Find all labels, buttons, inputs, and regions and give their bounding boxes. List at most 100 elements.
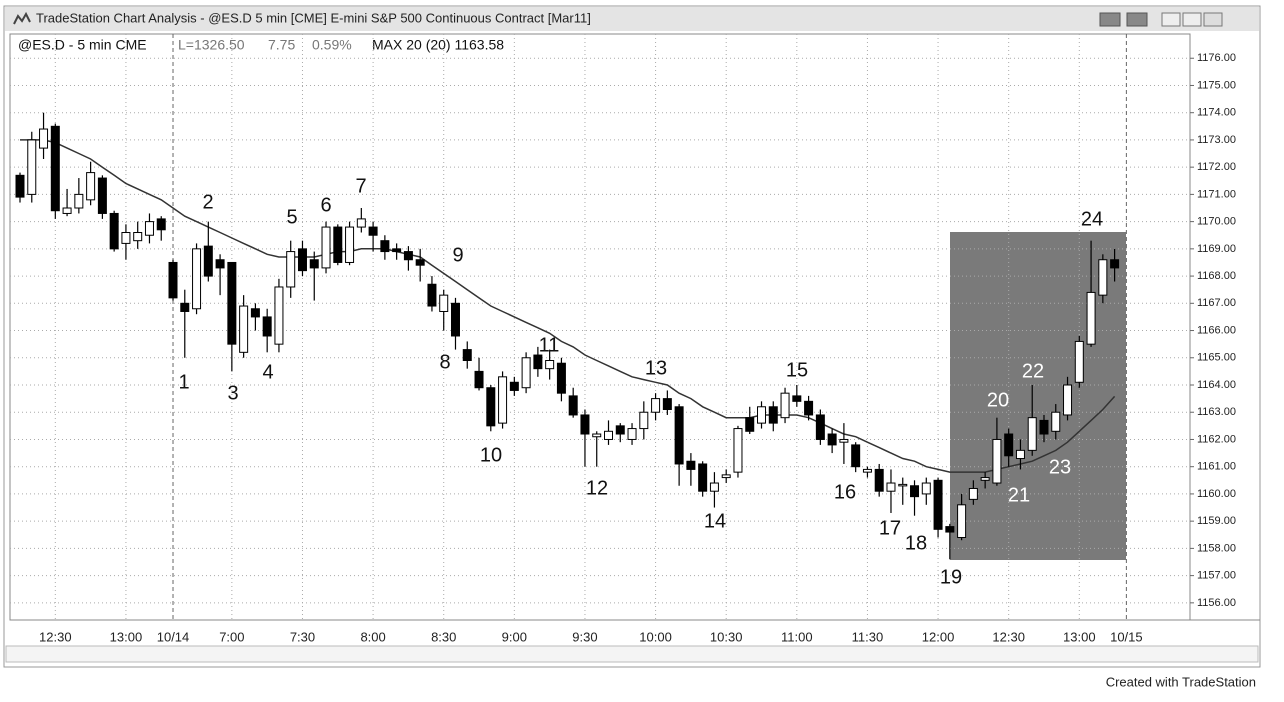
- candle-body: [403, 251, 413, 261]
- moving-average: [20, 139, 1116, 473]
- candle-body: [1110, 259, 1120, 269]
- highlight-region: [950, 232, 1126, 560]
- candle-body: [286, 251, 296, 288]
- candle-body: [592, 433, 602, 438]
- maximize-button[interactable]: [1182, 12, 1202, 27]
- bar-label: 12: [586, 477, 608, 499]
- candle-body: [757, 406, 767, 424]
- candle-body: [133, 232, 143, 242]
- candle-body: [1063, 384, 1073, 416]
- candle-body: [380, 240, 390, 253]
- y-tick-label: 1157.00: [1197, 570, 1236, 582]
- x-tick-label: 10:30: [710, 629, 743, 644]
- candle-body: [780, 392, 790, 419]
- y-tick-label: 1172.00: [1197, 161, 1236, 173]
- bar-label: 6: [320, 194, 331, 216]
- candle-body: [27, 139, 37, 195]
- candle-body: [933, 479, 943, 530]
- candle-body: [39, 128, 49, 149]
- candle-body: [309, 259, 319, 269]
- candle-body: [144, 221, 154, 236]
- bar-label: 1: [178, 371, 189, 393]
- button[interactable]: [1099, 12, 1121, 27]
- y-tick-label: 1167.00: [1197, 297, 1236, 309]
- candle-body: [262, 316, 272, 337]
- x-tick-label: 12:00: [922, 629, 955, 644]
- candle-body: [733, 428, 743, 473]
- candle-body: [227, 261, 237, 345]
- candle-body: [15, 174, 25, 198]
- candle-body: [215, 259, 225, 269]
- y-tick-label: 1174.00: [1197, 107, 1236, 119]
- candle-body: [992, 438, 1002, 484]
- candle-body: [192, 248, 202, 310]
- close-button[interactable]: [1203, 12, 1223, 27]
- candle-body: [62, 207, 72, 214]
- bar-label: 21: [1008, 484, 1030, 506]
- candle-body: [874, 468, 884, 492]
- app-icon: [13, 11, 31, 25]
- candle-body: [109, 212, 119, 250]
- candle-body: [804, 400, 814, 416]
- candle-body: [698, 463, 708, 492]
- y-tick-label: 1163.00: [1197, 406, 1236, 418]
- candle-body: [1015, 449, 1025, 460]
- candle-body: [745, 417, 755, 432]
- bar-label: 17: [879, 517, 901, 539]
- candle-body: [321, 226, 331, 269]
- minimize-button[interactable]: [1161, 12, 1181, 27]
- candle-body: [686, 460, 696, 470]
- x-tick-label: 12:30: [992, 629, 1025, 644]
- bar-label: 19: [940, 566, 962, 588]
- candle-body: [521, 357, 531, 389]
- candle-body: [674, 406, 684, 465]
- candle-body: [792, 395, 802, 402]
- candle-body: [509, 381, 519, 391]
- candle-body: [297, 248, 307, 272]
- candle-body: [1086, 291, 1096, 345]
- symbol: @ES.D - 5 min CME: [18, 37, 147, 53]
- candle-body: [345, 226, 355, 263]
- bar-label: 9: [452, 244, 463, 266]
- bar-label: 4: [262, 361, 273, 383]
- candle-body: [921, 482, 931, 495]
- bar-label: 8: [439, 351, 450, 373]
- study-label: MAX 20 (20) 1163.58: [372, 37, 504, 53]
- y-tick-label: 1159.00: [1197, 515, 1236, 527]
- y-tick-label: 1176.00: [1197, 52, 1236, 64]
- bar-label: 20: [987, 389, 1009, 411]
- candle-body: [862, 468, 872, 473]
- scrollbar[interactable]: [5, 645, 1259, 663]
- change-pct: 0.59%: [312, 37, 352, 53]
- y-tick-label: 1173.00: [1197, 134, 1236, 146]
- candle-body: [415, 259, 425, 266]
- candle-body: [239, 305, 249, 353]
- bar-label: 3: [227, 382, 238, 404]
- candle-body: [957, 504, 967, 538]
- candle-body: [486, 387, 496, 427]
- candle-body: [1027, 417, 1037, 451]
- candle-body: [1074, 340, 1084, 383]
- candle-body: [168, 261, 178, 299]
- candle-body: [851, 444, 861, 468]
- bar-label: 2: [202, 191, 213, 213]
- x-tick-label: 13:00: [110, 629, 143, 644]
- y-tick-label: 1156.00: [1197, 597, 1236, 609]
- candle-body: [439, 294, 449, 312]
- x-tick-label: 11:00: [781, 629, 813, 644]
- y-tick-label: 1169.00: [1197, 243, 1236, 255]
- candle-body: [1051, 411, 1061, 432]
- candle-body: [709, 482, 719, 492]
- bar-label: 16: [834, 481, 856, 503]
- bar-label: 7: [355, 175, 366, 197]
- y-tick-label: 1171.00: [1197, 188, 1236, 200]
- candle-body: [74, 193, 84, 209]
- x-tick-label: 10/15: [1110, 629, 1143, 644]
- button[interactable]: [1126, 12, 1148, 27]
- y-tick-label: 1166.00: [1197, 324, 1236, 336]
- candle-body: [615, 425, 625, 435]
- candle-body: [156, 218, 166, 231]
- title-bar: [5, 7, 1259, 31]
- candle-body: [1098, 259, 1108, 296]
- change: 7.75: [268, 37, 295, 53]
